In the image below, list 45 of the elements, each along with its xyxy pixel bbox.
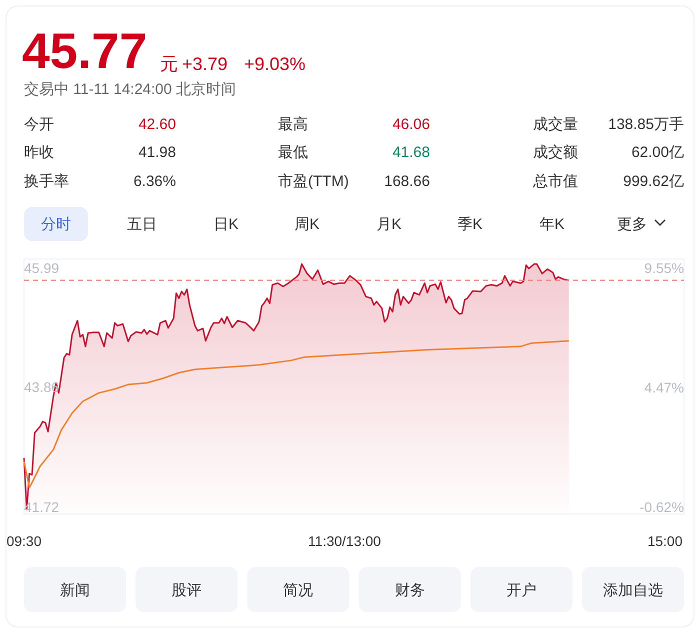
text: 月K <box>376 216 402 233</box>
text: 财务 <box>394 582 425 599</box>
text: 昨收 <box>24 144 54 161</box>
x-tick-label: 15:00 <box>647 533 683 549</box>
text: 62.00亿 <box>631 144 684 161</box>
text: 168.66 <box>384 173 430 190</box>
x-tick-label: 09:30 <box>6 533 42 549</box>
text: 季K <box>457 216 483 233</box>
text: 总市值 <box>532 173 578 190</box>
text: 成交额 <box>533 144 578 161</box>
text: +3.79 <box>182 54 228 74</box>
text: 46.06 <box>392 116 430 133</box>
text: 999.62亿 <box>623 173 684 190</box>
text: 元 <box>160 54 178 74</box>
text: 6.36% <box>133 173 176 190</box>
text: +9.03% <box>244 54 306 74</box>
text: 分时 <box>41 216 71 233</box>
text: 五日 <box>127 216 157 233</box>
y2-tick-label: -0.62% <box>640 499 684 516</box>
y2-tick-label: 9.55% <box>644 260 684 276</box>
text: 41.68 <box>392 144 430 161</box>
y-tick-label: 45.99 <box>24 260 60 276</box>
text: 最高 <box>278 116 308 133</box>
text: 简况 <box>283 582 314 599</box>
text: 138.85万手 <box>608 116 684 133</box>
text: 交易中 11-11 14:24:00 北京时间 <box>24 81 236 98</box>
text: 41.98 <box>138 144 176 161</box>
text: 日K <box>213 216 239 233</box>
text: 今开 <box>24 116 54 133</box>
text: 新闻 <box>60 582 90 599</box>
text: 最低 <box>278 144 308 161</box>
x-tick-label: 11:30/13:00 <box>308 533 382 549</box>
text: 市盈(TTM) <box>278 173 349 190</box>
text: 换手率 <box>24 173 69 190</box>
text: 周K <box>294 216 320 233</box>
text: 更多 <box>617 216 647 233</box>
text: 添加自选 <box>603 582 663 599</box>
text: 开户 <box>506 582 536 599</box>
text: 股评 <box>172 582 202 599</box>
y2-tick-label: 4.47% <box>644 379 684 396</box>
text: 成交量 <box>533 116 578 133</box>
text: 年K <box>539 216 565 233</box>
line-series <box>23 340 570 488</box>
text: 42.60 <box>138 116 176 133</box>
text: 45.77 <box>22 23 148 79</box>
